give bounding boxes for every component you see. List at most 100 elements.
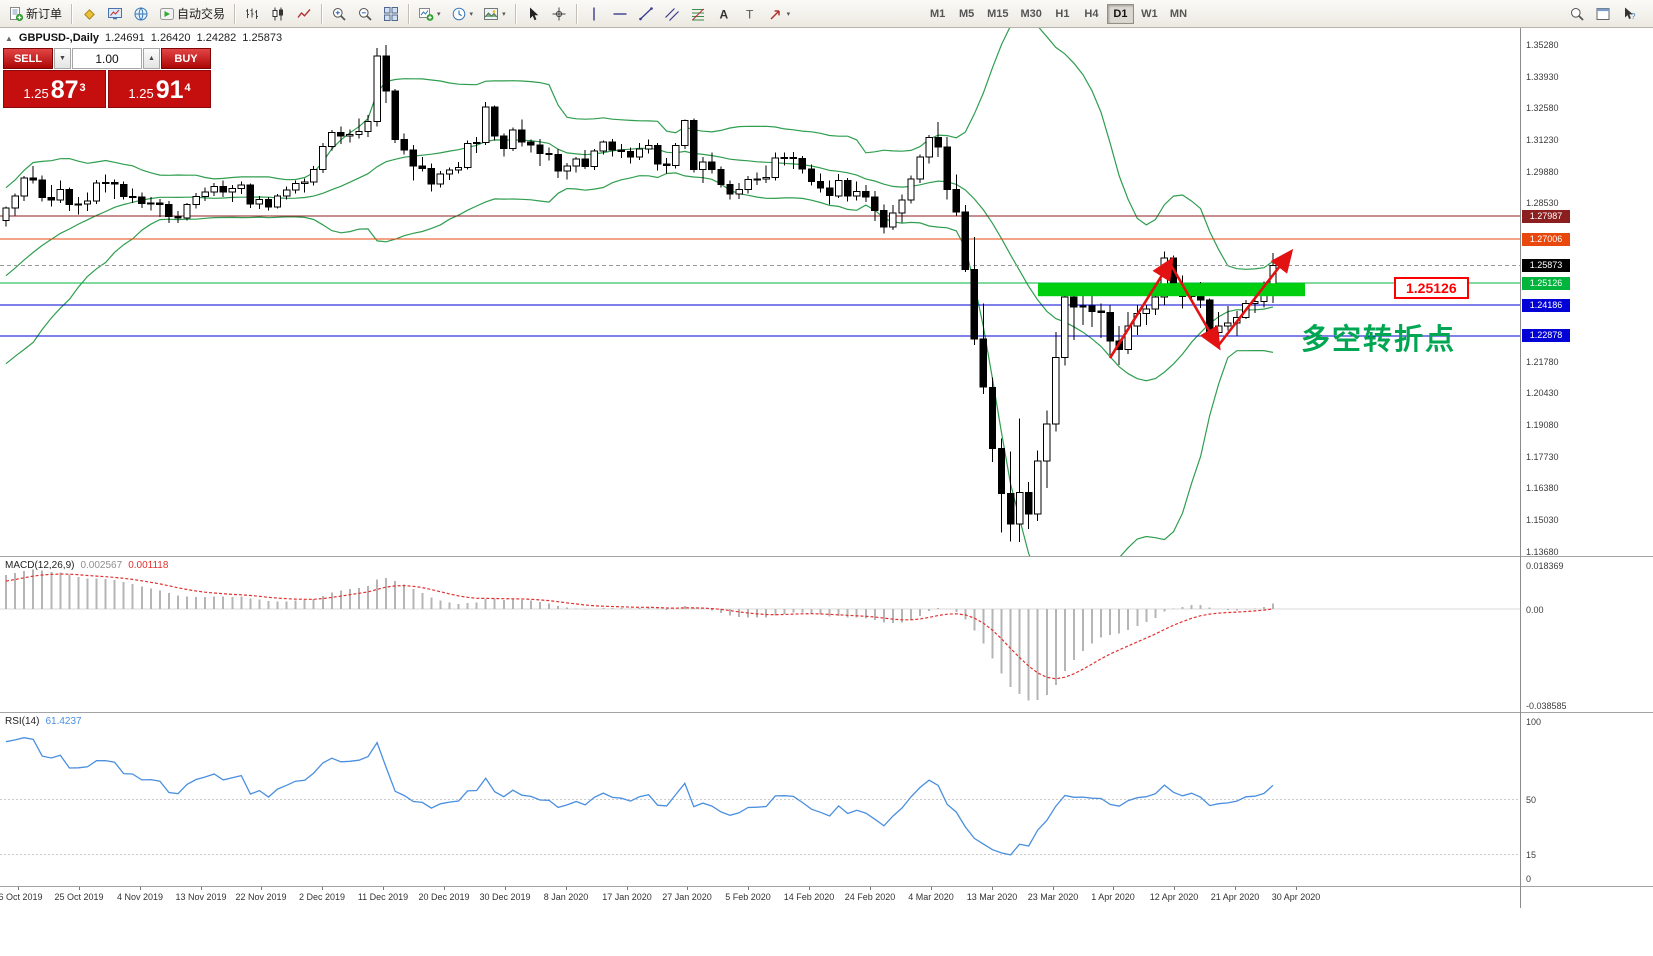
toolbar-candlestick-chart-button[interactable] bbox=[265, 2, 291, 26]
trend-arrows-annotation[interactable] bbox=[1108, 248, 1294, 359]
market-watch-icon bbox=[107, 6, 123, 22]
date-tick bbox=[627, 887, 628, 890]
toolbar-vertical-line-button[interactable] bbox=[581, 2, 607, 26]
date-tick bbox=[1053, 887, 1054, 890]
date-tick bbox=[79, 887, 80, 890]
date-label: 1 Apr 2020 bbox=[1091, 892, 1135, 902]
date-tick bbox=[748, 887, 749, 890]
chart-symbol-period: GBPUSD-,Daily bbox=[18, 32, 99, 44]
crosshair-icon bbox=[551, 6, 567, 22]
toolbar-fibonacci-button[interactable] bbox=[685, 2, 711, 26]
timeframe-w1-button[interactable]: W1 bbox=[1141, 7, 1158, 20]
chevron-down-icon: ▾ bbox=[437, 10, 441, 18]
macd-indicator-label: MACD(12,26,9) 0.002567 0.001118 bbox=[5, 560, 168, 571]
rsi-indicator-panel[interactable] bbox=[0, 713, 1520, 886]
svg-text:?: ? bbox=[1631, 12, 1636, 21]
toolbar-channel-button[interactable] bbox=[659, 2, 685, 26]
toolbar-market-watch-button[interactable] bbox=[102, 2, 128, 26]
chart-window: ▲ GBPUSD-,Daily 1.24691 1.26420 1.24282 … bbox=[0, 28, 1653, 956]
timeframe-m15-button[interactable]: M15 bbox=[987, 7, 1009, 20]
new-order-icon bbox=[8, 6, 24, 22]
toolbar-label-button[interactable]: T bbox=[737, 2, 763, 26]
sell-button[interactable]: SELL bbox=[3, 48, 53, 69]
toolbar-trendline-button[interactable] bbox=[633, 2, 659, 26]
timeframe-m5-button[interactable]: M5 bbox=[958, 7, 975, 20]
toolbar-help-cursor-button[interactable]: ? bbox=[1616, 2, 1642, 26]
toolbar-arrows-button[interactable]: ▾ bbox=[763, 2, 796, 26]
macd-indicator-panel[interactable] bbox=[0, 557, 1520, 712]
date-label: 12 Apr 2020 bbox=[1149, 892, 1199, 902]
volume-increase-button[interactable]: ▲ bbox=[143, 48, 160, 69]
svg-text:T: T bbox=[746, 7, 754, 21]
price-tick-label: 1.20430 bbox=[1526, 388, 1559, 398]
toolbar-right-groups: ? bbox=[1564, 2, 1642, 26]
price-tick-label: 1.29880 bbox=[1526, 167, 1559, 177]
toolbar-history-center-button[interactable] bbox=[128, 2, 154, 26]
toolbar-bar-chart-button[interactable] bbox=[239, 2, 265, 26]
indicators-icon bbox=[418, 6, 434, 22]
horizontal-price-lines[interactable] bbox=[0, 215, 1520, 337]
date-tick bbox=[566, 887, 567, 890]
timeframe-mn-button[interactable]: MN bbox=[1169, 7, 1188, 20]
toolbar-separator bbox=[71, 3, 73, 24]
toolbar-zoom-in-button[interactable] bbox=[326, 2, 352, 26]
volume-input[interactable] bbox=[72, 48, 142, 69]
toolbar-new-window-button[interactable] bbox=[1590, 2, 1616, 26]
price-scale[interactable]: 1.35280 1.33930 1.32580 1.31230 1.29880 1.285… bbox=[1521, 28, 1653, 908]
price-tick-label: 1.31230 bbox=[1526, 135, 1559, 145]
toolbar-indicators-button[interactable]: ▾ bbox=[413, 2, 446, 26]
toolbar-text-button[interactable]: A bbox=[711, 2, 737, 26]
price-line-marker: 1.22878 bbox=[1522, 329, 1570, 342]
toolbar-line-chart-button[interactable] bbox=[291, 2, 317, 26]
support-zone-rectangle[interactable] bbox=[1038, 283, 1305, 297]
buy-price-big: 91 bbox=[155, 76, 184, 104]
date-label: 17 Jan 2020 bbox=[602, 892, 652, 902]
buy-button[interactable]: BUY bbox=[161, 48, 211, 69]
main-price-chart[interactable] bbox=[0, 28, 1520, 556]
sell-price-sup: 3 bbox=[79, 82, 86, 94]
toolbar-horizontal-line-button[interactable] bbox=[607, 2, 633, 26]
one-click-trading-panel: SELL ▼ ▲ BUY 1.25 87 3 1.25 91 4 bbox=[3, 48, 211, 108]
toolbar-autotrading-button[interactable]: 自动交易 bbox=[154, 2, 230, 26]
new-window-icon bbox=[1595, 6, 1611, 22]
toolbar-templates-button[interactable]: ▾ bbox=[478, 2, 511, 26]
price-tick-label: 1.17730 bbox=[1526, 452, 1559, 462]
toolbar-search-button[interactable] bbox=[1564, 2, 1590, 26]
toolbar-new-order-button[interactable]: 新订单 bbox=[3, 2, 67, 26]
date-tick bbox=[1113, 887, 1114, 890]
timeframe-h1-button[interactable]: H1 bbox=[1055, 7, 1070, 20]
panel-separator[interactable] bbox=[0, 712, 1653, 713]
timeframe-m30-button[interactable]: M30 bbox=[1020, 7, 1042, 20]
toolbar-zoom-out-button[interactable] bbox=[352, 2, 378, 26]
timeframe-d1-button[interactable]: D1 bbox=[1106, 3, 1134, 24]
price-line-marker: 1.25873 bbox=[1522, 259, 1570, 272]
toolbar-tile-windows-button[interactable] bbox=[378, 2, 404, 26]
macd-scale-zero: 0.00 bbox=[1526, 605, 1544, 615]
templates-icon bbox=[483, 6, 499, 22]
sell-price-button[interactable]: 1.25 87 3 bbox=[3, 70, 106, 108]
toolbar-crosshair-button[interactable] bbox=[546, 2, 572, 26]
date-label: 30 Apr 2020 bbox=[1271, 892, 1321, 902]
date-label: 5 Feb 2020 bbox=[725, 892, 771, 902]
timeframe-h4-button[interactable]: H4 bbox=[1084, 7, 1099, 20]
candlestick-chart-icon bbox=[270, 6, 286, 22]
toolbar-favorites-button[interactable] bbox=[76, 2, 102, 26]
history-center-icon bbox=[133, 6, 149, 22]
date-tick bbox=[140, 887, 141, 890]
volume-decrease-button[interactable]: ▼ bbox=[54, 48, 71, 69]
autotrading-icon bbox=[159, 6, 175, 22]
chart-open-value: 1.24691 bbox=[105, 32, 145, 44]
panel-separator[interactable] bbox=[0, 556, 1653, 557]
date-tick bbox=[809, 887, 810, 890]
date-label: 22 Nov 2019 bbox=[235, 892, 287, 902]
rsi-name: RSI(14) bbox=[5, 716, 40, 727]
date-axis[interactable]: 16 Oct 2019 25 Oct 2019 4 Nov 2019 13 Nov 2… bbox=[0, 887, 1520, 908]
timeframe-m1-button[interactable]: M1 bbox=[929, 7, 946, 20]
price-annotation-label[interactable]: 1.25126 bbox=[1394, 277, 1469, 299]
toolbar-cursor-button[interactable] bbox=[520, 2, 546, 26]
label-icon: T bbox=[742, 6, 758, 22]
toolbar-periods-button[interactable]: ▾ bbox=[446, 2, 479, 26]
cursor-icon bbox=[525, 6, 541, 22]
annotation-note-text[interactable]: 多空转折点 bbox=[1301, 324, 1457, 356]
buy-price-button[interactable]: 1.25 91 4 bbox=[108, 70, 211, 108]
